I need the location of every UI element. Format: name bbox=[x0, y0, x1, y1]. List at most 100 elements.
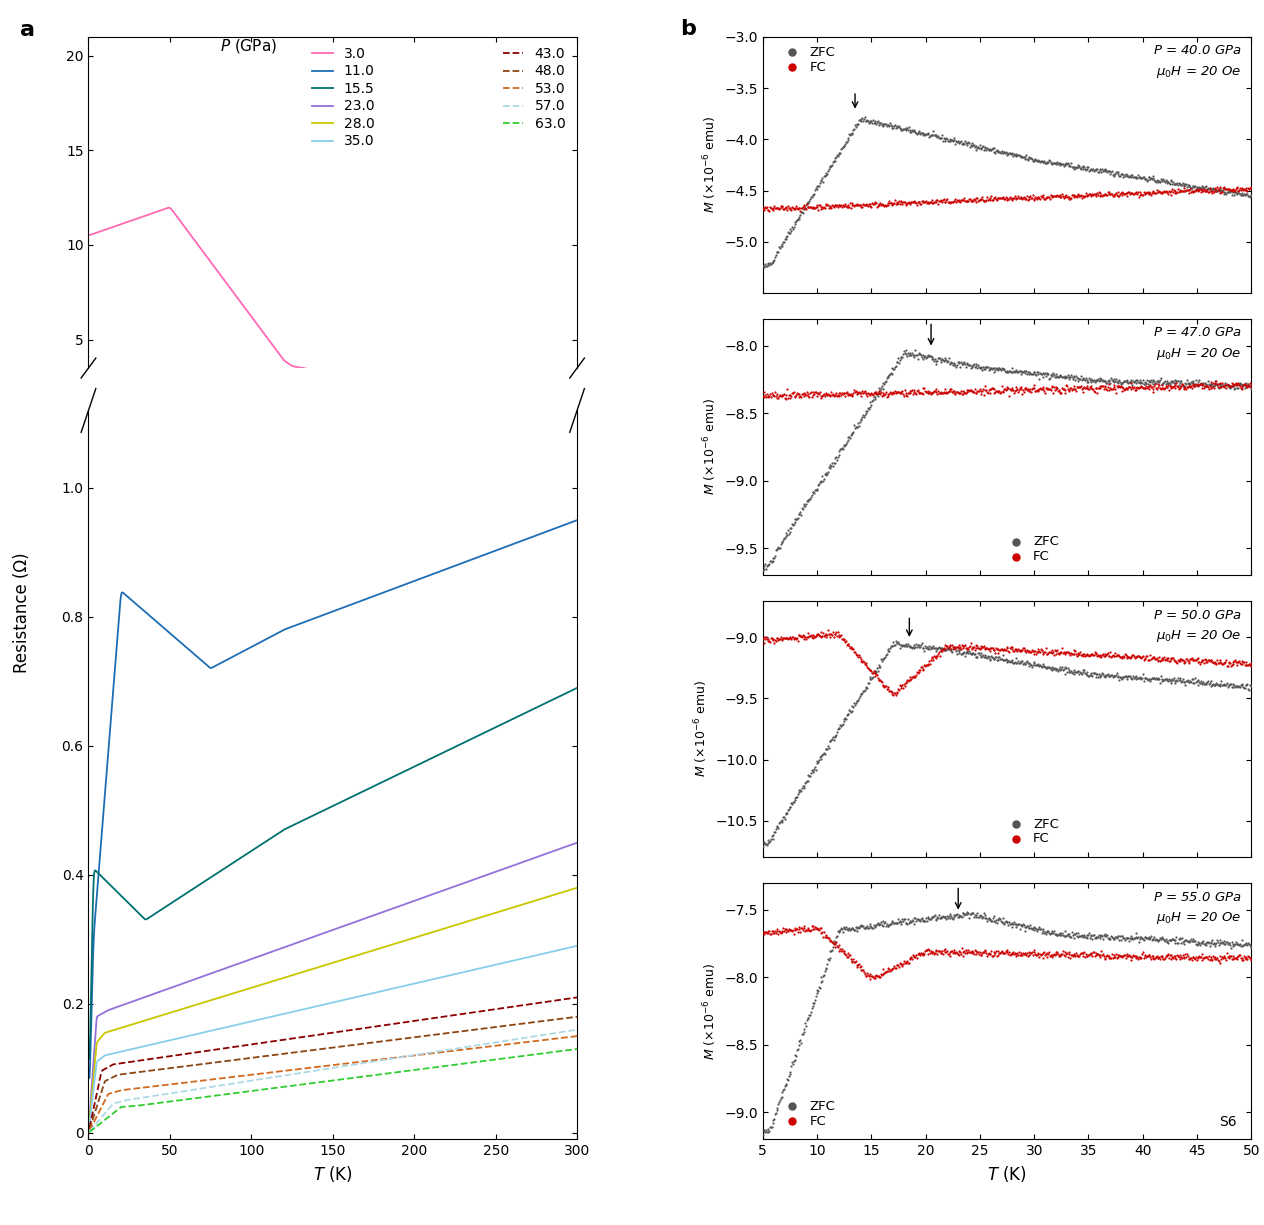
Point bbox=[1049, 946, 1069, 965]
Point bbox=[958, 132, 978, 152]
Point bbox=[1150, 380, 1170, 399]
Point bbox=[988, 909, 1009, 929]
Point bbox=[1226, 374, 1246, 393]
Point bbox=[1230, 677, 1250, 697]
Point bbox=[1091, 666, 1111, 686]
Point bbox=[1194, 178, 1215, 197]
Point bbox=[1028, 365, 1048, 385]
Point bbox=[1034, 657, 1054, 676]
Point bbox=[1230, 935, 1250, 954]
Point bbox=[854, 681, 875, 701]
Point bbox=[1053, 368, 1073, 387]
Point bbox=[1029, 947, 1049, 967]
Point bbox=[870, 385, 890, 404]
Point bbox=[790, 201, 810, 220]
Point bbox=[909, 910, 929, 930]
Point bbox=[1006, 145, 1026, 164]
Point bbox=[920, 347, 940, 366]
Point bbox=[886, 353, 906, 372]
Point bbox=[870, 381, 890, 401]
Point bbox=[1100, 372, 1120, 392]
Point bbox=[1226, 935, 1246, 954]
Point bbox=[809, 750, 829, 769]
Point bbox=[1213, 653, 1234, 673]
Point bbox=[1026, 921, 1047, 941]
Point bbox=[833, 630, 853, 649]
Point bbox=[1072, 380, 1092, 399]
Point bbox=[757, 555, 777, 575]
Point bbox=[1197, 674, 1217, 693]
Point bbox=[1186, 650, 1206, 670]
Point bbox=[1129, 932, 1149, 952]
Point bbox=[891, 383, 911, 403]
Point bbox=[1090, 665, 1110, 685]
Point bbox=[943, 637, 963, 657]
Point bbox=[766, 628, 786, 648]
Point bbox=[1053, 154, 1073, 174]
Point bbox=[1100, 164, 1120, 184]
Point bbox=[1077, 665, 1097, 685]
Point bbox=[999, 652, 1019, 671]
Point bbox=[1029, 918, 1049, 937]
Point bbox=[962, 136, 982, 156]
Point bbox=[799, 920, 819, 940]
Point bbox=[865, 382, 885, 402]
Point bbox=[1033, 642, 1053, 662]
Text: a: a bbox=[20, 20, 35, 40]
Point bbox=[962, 381, 982, 401]
Point bbox=[914, 660, 934, 680]
Point bbox=[868, 195, 889, 214]
Point bbox=[830, 920, 851, 940]
Point bbox=[1077, 157, 1097, 176]
Point bbox=[1043, 364, 1063, 383]
Point bbox=[1111, 946, 1131, 965]
Point bbox=[1155, 669, 1176, 688]
Point bbox=[1194, 947, 1215, 967]
Point bbox=[785, 790, 805, 810]
Point bbox=[915, 941, 935, 960]
Point bbox=[968, 944, 988, 964]
Point bbox=[1211, 949, 1231, 969]
Point bbox=[1239, 376, 1259, 396]
Point bbox=[1235, 655, 1255, 675]
Point bbox=[1115, 644, 1135, 664]
Point bbox=[906, 948, 927, 968]
Point bbox=[928, 639, 948, 659]
Point bbox=[1145, 649, 1165, 669]
Point bbox=[902, 637, 923, 657]
Point bbox=[875, 385, 895, 404]
Point bbox=[836, 632, 856, 652]
Point bbox=[878, 366, 899, 386]
Point bbox=[951, 639, 971, 659]
Point bbox=[1183, 176, 1203, 196]
Point bbox=[934, 906, 954, 926]
Point bbox=[1043, 946, 1063, 965]
Point bbox=[940, 946, 961, 965]
Point bbox=[1198, 650, 1218, 670]
Point bbox=[787, 200, 808, 219]
Point bbox=[853, 962, 873, 981]
Point bbox=[902, 668, 923, 687]
Point bbox=[954, 904, 975, 924]
Point bbox=[1198, 374, 1218, 393]
Point bbox=[897, 671, 918, 691]
Point bbox=[833, 137, 853, 157]
Point bbox=[1167, 949, 1187, 969]
Point bbox=[885, 958, 905, 978]
Point bbox=[1086, 159, 1106, 179]
Point bbox=[877, 680, 897, 699]
Point bbox=[789, 918, 809, 937]
Point bbox=[762, 630, 782, 649]
Point bbox=[1208, 951, 1229, 970]
Point bbox=[1000, 944, 1020, 964]
Point bbox=[814, 744, 834, 763]
Point bbox=[1120, 377, 1140, 397]
Point bbox=[1026, 152, 1047, 172]
Point bbox=[781, 386, 801, 405]
Point bbox=[805, 757, 825, 777]
Point bbox=[1213, 375, 1234, 394]
Point bbox=[1155, 170, 1176, 190]
Point bbox=[985, 382, 1005, 402]
Point bbox=[1045, 380, 1066, 399]
Point bbox=[799, 197, 819, 217]
